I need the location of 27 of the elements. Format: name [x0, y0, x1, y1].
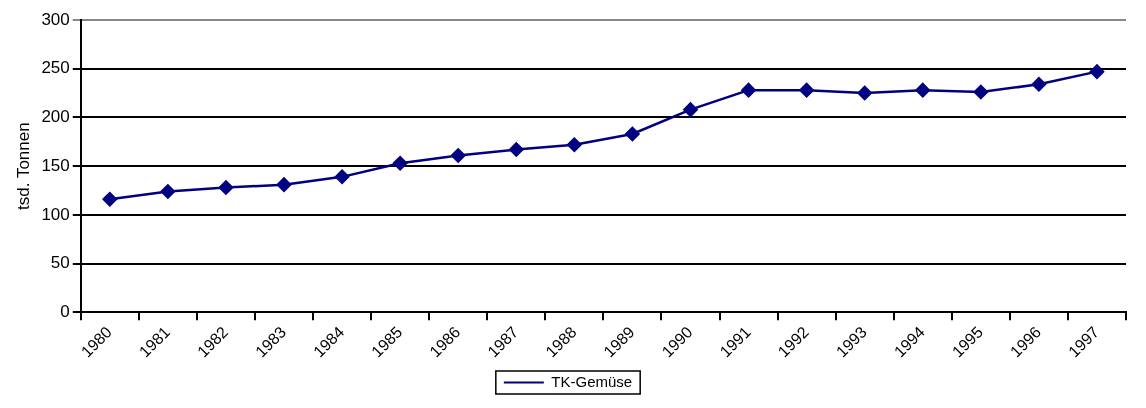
point [973, 84, 989, 100]
point [567, 137, 582, 152]
point [102, 192, 118, 207]
point [160, 184, 176, 199]
point [509, 142, 524, 157]
y-tick-label: 250 [41, 58, 70, 78]
point [1089, 64, 1105, 79]
y-tick-label: 100 [41, 204, 70, 224]
y-tick-label: 150 [41, 155, 70, 175]
point [683, 102, 698, 117]
point [450, 148, 466, 163]
point [741, 82, 756, 98]
point [1031, 77, 1047, 92]
point [218, 180, 234, 195]
y-axis-title: tsd. Tonnen [13, 122, 33, 210]
point [392, 155, 408, 171]
point [857, 85, 872, 101]
y-tick-label: 0 [60, 301, 70, 321]
y-tick-label: 300 [41, 9, 70, 29]
y-tick-label: 200 [41, 107, 70, 127]
point [334, 169, 350, 185]
legend-label: TK-Gemüse [551, 372, 633, 390]
point [915, 82, 931, 98]
point [276, 177, 292, 192]
y-tick-label: 50 [50, 253, 70, 273]
point [625, 126, 640, 142]
point [799, 82, 814, 98]
